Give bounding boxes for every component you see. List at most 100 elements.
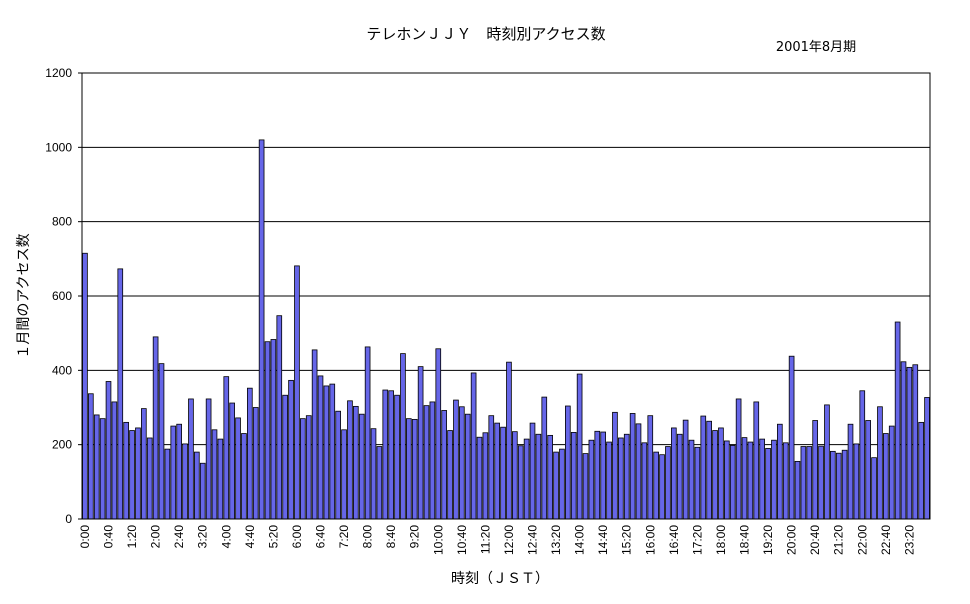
bar (211, 429, 218, 520)
bar (841, 449, 848, 520)
bar (258, 139, 265, 520)
bar (435, 348, 442, 520)
x-tick-label: 16:00 (643, 525, 657, 555)
bar (924, 397, 930, 520)
chart-title: テレホンＪＪＹ 時刻別アクセス数 (366, 25, 605, 43)
bar (311, 349, 318, 520)
bar (559, 448, 565, 520)
bar (235, 417, 241, 520)
bar (894, 321, 901, 520)
bar (276, 315, 283, 520)
bar (865, 420, 871, 520)
bar (635, 423, 642, 520)
bar (453, 399, 459, 520)
x-tick-label: 18:00 (714, 525, 728, 555)
bar (818, 445, 824, 520)
bar (659, 454, 665, 520)
y-axis-ticks: 0 200 400 600 800 1000 1200 (45, 66, 82, 526)
bar (682, 419, 689, 520)
bar (164, 448, 171, 520)
bar (252, 407, 259, 520)
x-tick-label: 22:00 (855, 525, 869, 555)
bar (170, 425, 177, 520)
bar (529, 422, 536, 520)
bar (883, 433, 889, 520)
bar (830, 450, 836, 520)
x-tick-label: 2:00 (149, 525, 163, 549)
bar (806, 446, 813, 520)
y-tick-label: 800 (52, 215, 72, 229)
bar (152, 336, 159, 520)
bars (82, 139, 930, 520)
bar (623, 433, 630, 520)
x-tick-label: 14:00 (573, 525, 587, 555)
bar (382, 389, 389, 520)
x-tick-label: 0:40 (102, 525, 116, 549)
bar (105, 381, 112, 520)
bar (317, 375, 324, 520)
y-tick-label: 1200 (45, 66, 72, 80)
bar (653, 451, 659, 520)
x-tick-label: 1:20 (125, 525, 139, 549)
bar (294, 265, 300, 520)
bar (305, 415, 312, 520)
bar (129, 430, 135, 520)
bar (600, 431, 606, 520)
bar (217, 438, 224, 520)
bar (812, 420, 818, 520)
bar (388, 390, 394, 520)
bar (441, 410, 447, 520)
x-tick-label: 3:20 (196, 525, 210, 549)
bar (506, 361, 512, 520)
bar (411, 418, 418, 520)
bar (199, 462, 206, 520)
x-axis-label: 時刻（ＪＳＴ） (451, 571, 549, 587)
x-tick-label: 12:00 (502, 525, 516, 555)
bar (93, 414, 100, 520)
x-tick-label: 20:00 (785, 525, 799, 555)
bar (694, 446, 701, 520)
bar (82, 252, 88, 520)
bar (376, 446, 383, 520)
bar (606, 441, 612, 520)
x-tick-label: 2:40 (172, 525, 186, 549)
bar (300, 418, 306, 520)
bar (241, 433, 247, 520)
bar (358, 413, 365, 520)
bar (871, 457, 877, 520)
x-tick-label: 10:00 (431, 525, 445, 555)
bar (447, 430, 453, 520)
x-tick-label: 6:00 (290, 525, 304, 549)
bar (777, 423, 783, 520)
bar (782, 442, 789, 520)
bar (759, 438, 765, 520)
bar (824, 404, 830, 520)
bar (370, 428, 377, 520)
y-tick-label: 200 (52, 438, 72, 452)
x-tick-label: 7:20 (337, 525, 351, 549)
bar (906, 366, 913, 520)
bar (900, 361, 907, 520)
x-tick-label: 23:20 (902, 525, 916, 555)
bar (618, 437, 624, 520)
bar (541, 396, 548, 520)
bar (476, 436, 483, 520)
y-tick-label: 0 (65, 512, 72, 526)
bar (205, 398, 212, 520)
bar (535, 433, 542, 520)
x-tick-label: 4:00 (219, 525, 233, 549)
bar (459, 406, 465, 520)
bar (341, 429, 347, 520)
bar (176, 423, 182, 520)
bar (135, 427, 141, 520)
bar (141, 408, 147, 520)
bar (700, 415, 707, 520)
bar (394, 394, 400, 520)
bar (400, 353, 406, 520)
bar (423, 405, 430, 520)
x-tick-label: 18:40 (738, 525, 752, 555)
bar (347, 400, 353, 520)
bar (512, 431, 518, 520)
bar (353, 405, 359, 520)
bar (464, 413, 471, 520)
